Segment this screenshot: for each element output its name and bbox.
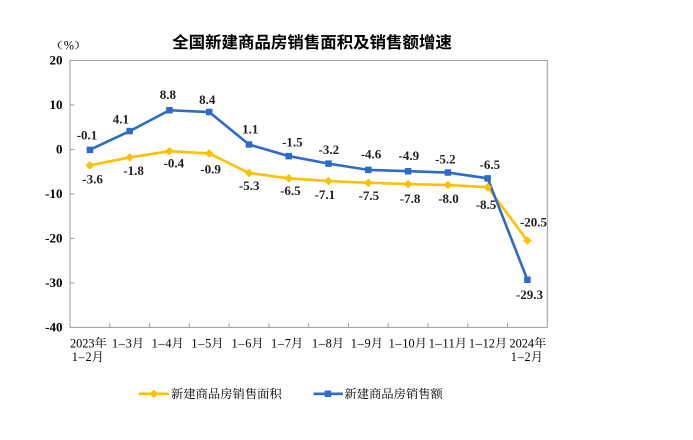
svg-text:1: 1 [429,336,435,350]
svg-text:-20.5: -20.5 [520,214,548,229]
svg-text:1: 1 [442,336,448,350]
svg-text:4: 4 [165,336,171,350]
svg-text:1: 1 [271,336,277,350]
svg-text:-4.9: -4.9 [399,148,420,163]
svg-text:-0.9: -0.9 [200,162,221,177]
svg-text:2: 2 [489,336,495,350]
svg-text:2: 2 [525,350,531,364]
svg-text:-29.3: -29.3 [516,287,544,302]
svg-text:3: 3 [88,336,94,350]
svg-text:0: 0 [409,336,415,350]
svg-text:0: 0 [76,336,82,350]
svg-text:1: 1 [191,336,197,350]
svg-text:–: – [158,336,166,350]
svg-text:0: 0 [516,336,522,350]
svg-text:–: – [78,350,86,364]
svg-text:-8.5: -8.5 [476,197,497,212]
svg-text:2: 2 [522,336,528,350]
svg-text:3: 3 [126,336,132,350]
svg-text:1: 1 [231,336,237,350]
svg-text:1: 1 [389,336,395,350]
svg-text:9: 9 [365,336,371,350]
svg-text:1: 1 [351,336,357,350]
svg-text:-4.6: -4.6 [361,147,382,162]
svg-text:1: 1 [152,336,158,350]
svg-text:5: 5 [205,336,211,350]
svg-text:-40: -40 [45,320,62,335]
svg-text:-5.3: -5.3 [239,178,260,193]
svg-text:-1.8: -1.8 [123,163,144,178]
svg-text:%: % [64,38,74,52]
svg-text:8: 8 [326,336,332,350]
svg-text:-10: -10 [45,186,62,201]
svg-text:1: 1 [402,336,408,350]
svg-text:-8.0: -8.0 [438,191,459,206]
svg-text:1: 1 [483,336,489,350]
svg-text:–: – [197,336,205,350]
svg-text:-5.2: -5.2 [435,152,456,167]
svg-text:–: – [475,336,483,350]
svg-text:8.8: 8.8 [160,87,177,102]
svg-text:-0.4: -0.4 [164,156,185,171]
svg-text:1.1: 1.1 [242,122,258,137]
svg-text:2: 2 [509,336,515,350]
svg-text:1: 1 [511,350,517,364]
svg-text:–: – [237,336,245,350]
svg-text:-7.1: -7.1 [315,187,336,202]
svg-text:20: 20 [50,53,63,68]
svg-text:0: 0 [56,142,63,157]
svg-text:-7.5: -7.5 [359,188,380,203]
svg-text:2: 2 [70,336,76,350]
svg-text:4.1: 4.1 [113,112,129,127]
svg-text:-20: -20 [45,231,62,246]
svg-text:–: – [118,336,126,350]
svg-text:1: 1 [449,336,455,350]
svg-text:1: 1 [72,350,78,364]
svg-text:10: 10 [50,97,63,112]
svg-text:-0.1: -0.1 [77,128,98,143]
svg-text:–: – [435,336,443,350]
svg-text:2: 2 [82,336,88,350]
svg-text:-3.6: -3.6 [82,171,103,186]
svg-text:1: 1 [312,336,318,350]
svg-text:4: 4 [528,336,534,350]
svg-text:-3.2: -3.2 [319,142,340,157]
svg-text:2: 2 [85,350,91,364]
svg-text:7: 7 [285,336,291,350]
svg-text:–: – [357,336,365,350]
svg-text:-1.5: -1.5 [282,135,303,150]
svg-text:8.4: 8.4 [199,92,216,107]
svg-text:–: – [517,350,525,364]
svg-text:-6.5: -6.5 [480,157,501,172]
svg-text:1: 1 [469,336,475,350]
svg-text:-7.8: -7.8 [400,191,421,206]
svg-text:-30: -30 [45,275,62,290]
svg-text:6: 6 [245,336,251,350]
svg-text:–: – [277,336,285,350]
svg-text:1: 1 [112,336,118,350]
svg-text:-6.5: -6.5 [280,183,301,198]
svg-text:–: – [318,336,326,350]
svg-text:–: – [394,336,402,350]
